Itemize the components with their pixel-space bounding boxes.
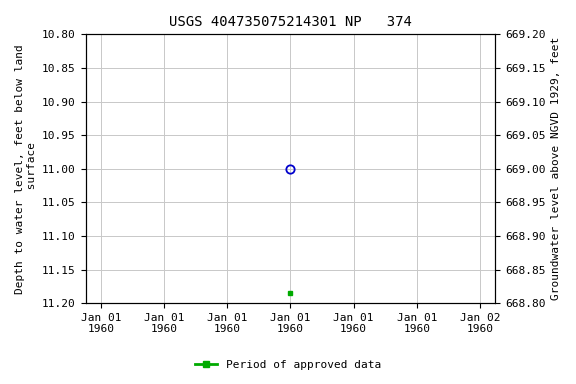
Y-axis label: Groundwater level above NGVD 1929, feet: Groundwater level above NGVD 1929, feet	[551, 37, 561, 300]
Legend: Period of approved data: Period of approved data	[191, 356, 385, 375]
Y-axis label: Depth to water level, feet below land
 surface: Depth to water level, feet below land su…	[15, 44, 37, 294]
Title: USGS 404735075214301 NP   374: USGS 404735075214301 NP 374	[169, 15, 412, 29]
